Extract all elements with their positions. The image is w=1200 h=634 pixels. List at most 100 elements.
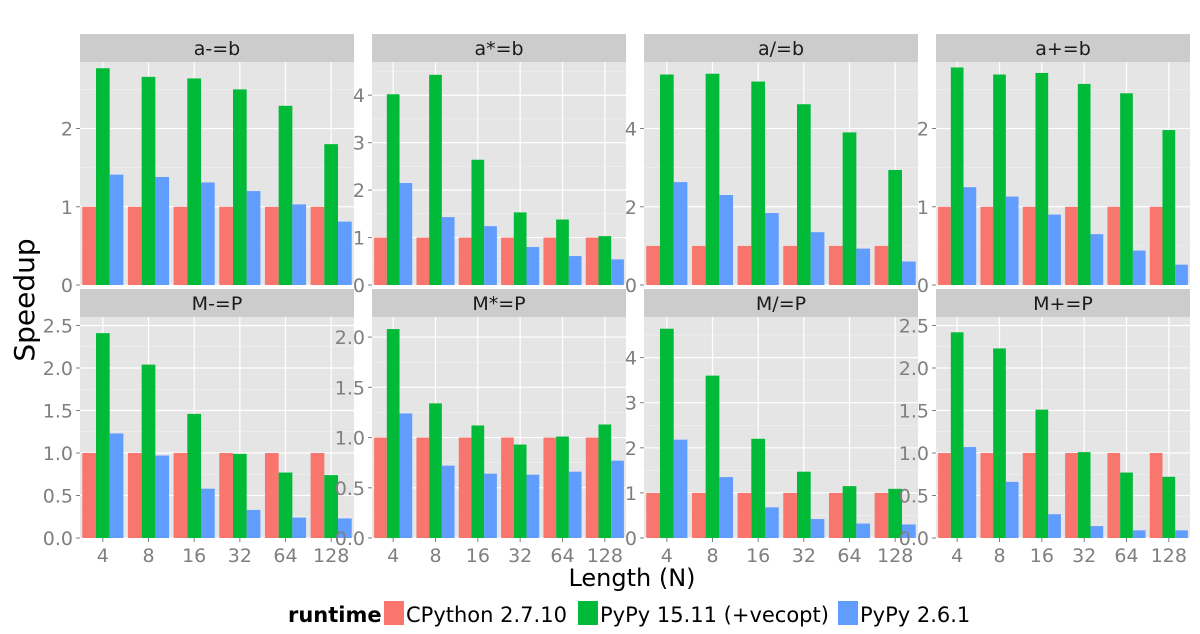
bar <box>187 413 202 538</box>
y-tick-label: 3 <box>625 393 637 415</box>
legend-label: PyPy 15.11 (+vecopt) <box>600 603 829 627</box>
bar <box>874 492 889 538</box>
bar <box>513 212 527 285</box>
y-tick-label: 1.5 <box>43 401 73 423</box>
facet-strip <box>80 34 354 62</box>
bar <box>324 144 339 285</box>
bar <box>95 68 110 286</box>
bar <box>441 465 455 538</box>
bar <box>543 237 557 285</box>
bar <box>338 518 352 538</box>
legend-key <box>384 601 404 625</box>
bar <box>292 204 307 285</box>
bar <box>646 245 660 285</box>
bar <box>278 105 293 286</box>
x-tick-label: 32 <box>228 545 252 567</box>
bar <box>338 221 352 285</box>
x-tick-label: 4 <box>951 545 963 567</box>
bar <box>737 492 752 538</box>
bar <box>796 104 811 286</box>
y-tick-label: 2 <box>353 180 365 202</box>
bar <box>141 364 156 538</box>
bar <box>82 206 96 285</box>
bar <box>856 523 871 538</box>
bar <box>1132 250 1146 285</box>
y-tick-label: 0.0 <box>335 528 365 550</box>
bar <box>471 425 485 538</box>
bar <box>1175 530 1188 538</box>
y-tick-label: 0 <box>353 275 365 297</box>
bar <box>796 471 811 538</box>
bar <box>963 447 977 538</box>
y-tick-label: 4 <box>625 119 637 141</box>
bar <box>1048 514 1061 538</box>
bar <box>646 492 660 538</box>
x-tick-label: 64 <box>550 545 574 567</box>
bar <box>950 67 964 285</box>
y-tick-label: 1.0 <box>43 443 73 465</box>
legend-key <box>578 601 598 625</box>
y-tick-label: 0.0 <box>43 528 73 550</box>
panel-background <box>936 317 1190 538</box>
facet-title: M-=P <box>192 293 243 315</box>
bar <box>598 236 612 285</box>
x-tick-label: 128 <box>587 545 623 567</box>
bar <box>902 261 916 285</box>
bar <box>874 245 889 285</box>
facet-strip <box>936 289 1190 317</box>
bar <box>598 424 612 538</box>
x-tick-label: 8 <box>706 545 718 567</box>
facet-title: a*=b <box>474 38 523 60</box>
bar <box>1149 453 1163 538</box>
y-tick-label: 1 <box>353 228 365 250</box>
x-tick-label: 4 <box>661 545 673 567</box>
bar <box>1022 453 1036 538</box>
bar <box>399 182 413 285</box>
bar <box>1048 214 1061 285</box>
facet-panel: M*=P 0.0 0.5 1.0 1.5 2.0 4 8 16 32 64 128 <box>335 289 626 567</box>
legend-label: PyPy 2.6.1 <box>860 603 970 627</box>
y-tick-label: 0.5 <box>335 478 365 500</box>
facet-panel: M-=P 0.0 0.5 1.0 1.5 2.0 2.5 4 8 16 32 64 128 <box>43 289 354 567</box>
bar <box>556 436 569 538</box>
y-tick-label: 2 <box>61 119 73 141</box>
bar <box>673 439 688 538</box>
bar <box>246 191 261 285</box>
y-tick-label: 1.0 <box>899 443 929 465</box>
bar <box>1077 83 1091 285</box>
bar <box>611 259 624 285</box>
bar <box>484 226 497 285</box>
facet-strip <box>372 34 626 62</box>
facet-strip <box>80 289 354 317</box>
y-tick-label: 2.5 <box>43 316 73 338</box>
bar <box>751 81 766 285</box>
facet-panel: M/=P 0 1 2 3 4 4 8 16 32 64 128 <box>625 289 918 567</box>
bar <box>127 453 142 538</box>
bar <box>1077 452 1091 538</box>
bar <box>705 375 720 538</box>
bar <box>526 247 540 285</box>
y-tick-label: 1 <box>61 197 73 219</box>
bar <box>888 169 903 285</box>
bar <box>568 471 582 538</box>
bar <box>1120 93 1133 285</box>
bar <box>719 477 734 538</box>
bar <box>611 460 624 538</box>
x-tick-label: 8 <box>429 545 441 567</box>
facet-strip <box>936 34 1190 62</box>
panel-background <box>80 317 354 538</box>
bar <box>173 453 188 538</box>
facet-strip <box>372 289 626 317</box>
bar <box>1035 409 1049 538</box>
bar <box>783 245 797 285</box>
bar <box>842 132 857 285</box>
panel-background <box>80 62 354 285</box>
bar <box>458 237 472 285</box>
bar <box>1090 526 1104 538</box>
y-tick-label: 0.0 <box>899 528 929 550</box>
x-tick-label: 32 <box>792 545 816 567</box>
y-tick-label: 1.5 <box>899 401 929 423</box>
y-tick-label: 2.0 <box>335 327 365 349</box>
legend-label: CPython 2.7.10 <box>406 603 567 627</box>
x-tick-label: 128 <box>313 545 349 567</box>
